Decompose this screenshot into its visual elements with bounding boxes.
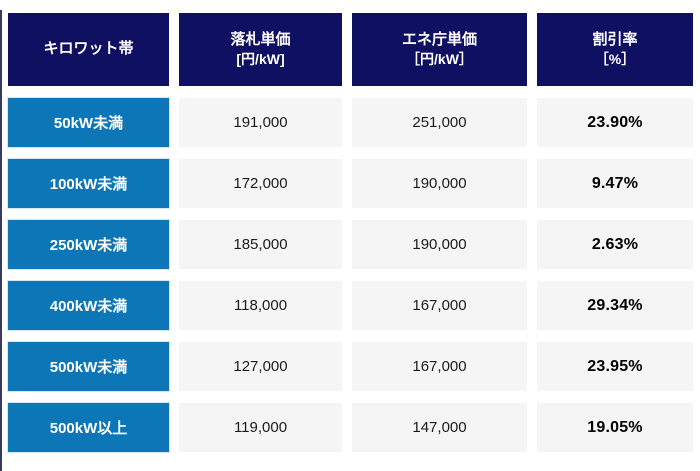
agency-price-cell: 167,000 — [352, 342, 527, 391]
discount-rate-cell: 19.05% — [537, 403, 693, 452]
discount-rate-cell: 9.47% — [537, 159, 693, 208]
header-cell-discount-rate: 割引率 ［%］ — [537, 13, 693, 86]
header-title: 割引率 — [592, 30, 638, 48]
agency-price-cell: 147,000 — [352, 403, 527, 452]
bid-price-cell: 118,000 — [179, 281, 342, 330]
agency-price-cell: 190,000 — [352, 220, 527, 269]
header-unit: [円/kW] — [236, 51, 285, 68]
discount-rate-cell: 23.95% — [537, 342, 693, 391]
bid-price-cell: 185,000 — [179, 220, 342, 269]
header-title: 落札単価 — [230, 30, 291, 48]
header-cell-kilowatt-band: キロワット帯 — [8, 13, 169, 86]
header-title: エネ庁単価 — [401, 30, 477, 48]
bid-price-cell: 172,000 — [179, 159, 342, 208]
band-cell: 50kW未満 — [8, 98, 169, 147]
agency-price-cell: 167,000 — [352, 281, 527, 330]
header-title: キロワット帯 — [43, 40, 134, 58]
discount-rate-cell: 2.63% — [537, 220, 693, 269]
band-cell: 400kW未満 — [8, 281, 169, 330]
bid-price-cell: 119,000 — [179, 403, 342, 452]
left-edge-line — [0, 10, 2, 471]
bid-price-cell: 191,000 — [179, 98, 342, 147]
agency-price-cell: 190,000 — [352, 159, 527, 208]
band-cell: 100kW未満 — [8, 159, 169, 208]
band-cell: 500kW以上 — [8, 403, 169, 452]
price-table: キロワット帯 落札単価 [円/kW] エネ庁単価 ［円/kW］ 割引率 ［%］ … — [8, 13, 693, 452]
header-unit: ［円/kW］ — [406, 51, 473, 68]
header-cell-bid-price: 落札単価 [円/kW] — [179, 13, 342, 86]
band-cell: 250kW未満 — [8, 220, 169, 269]
header-unit: ［%］ — [594, 51, 636, 68]
header-cell-agency-price: エネ庁単価 ［円/kW］ — [352, 13, 527, 86]
discount-rate-cell: 23.90% — [537, 98, 693, 147]
bid-price-cell: 127,000 — [179, 342, 342, 391]
band-cell: 500kW未満 — [8, 342, 169, 391]
agency-price-cell: 251,000 — [352, 98, 527, 147]
discount-rate-cell: 29.34% — [537, 281, 693, 330]
